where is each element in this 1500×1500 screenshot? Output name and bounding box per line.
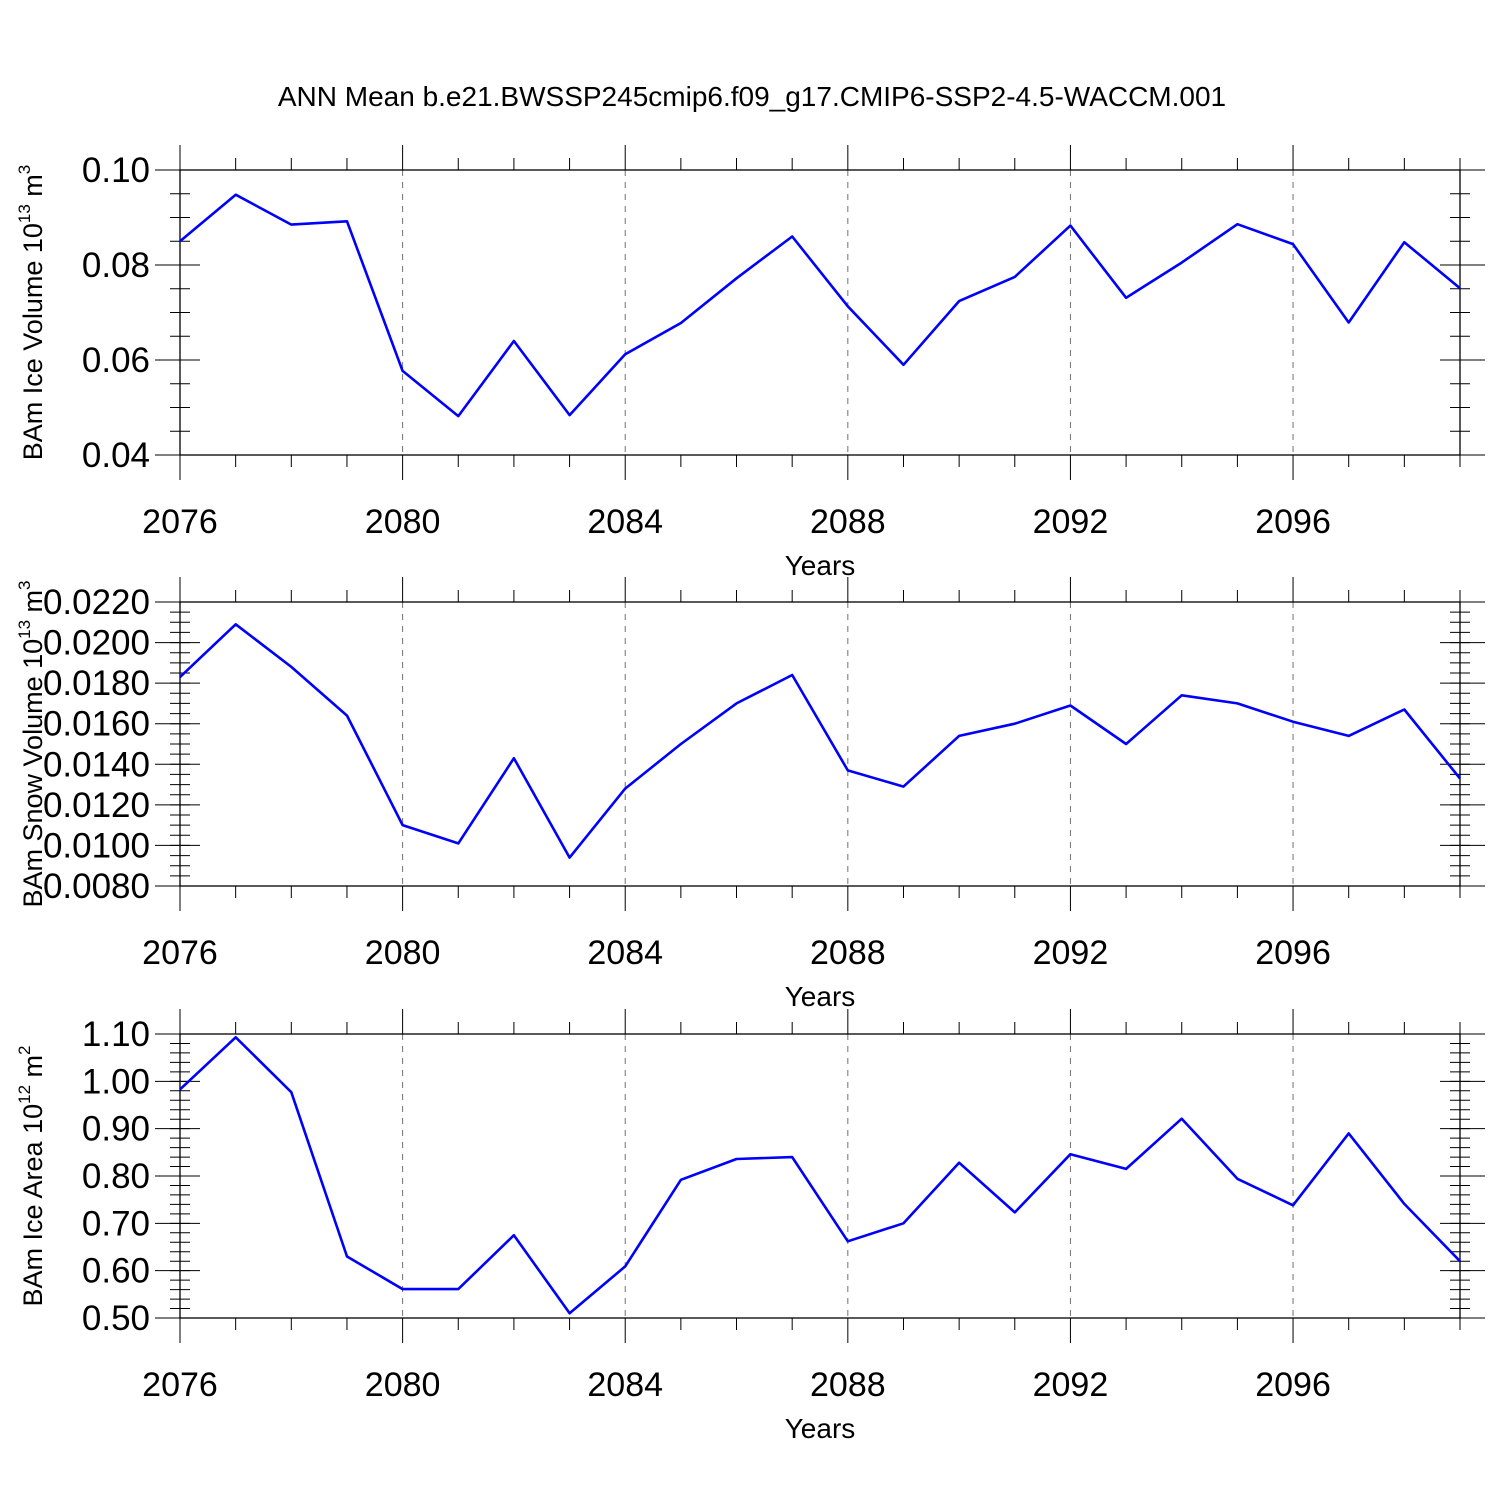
x-tick-label: 2084 bbox=[587, 934, 663, 972]
y-axis-label-unit-exponent: 3 bbox=[15, 165, 34, 174]
y-axis-label-main: BAm Snow Volume 10 bbox=[18, 639, 48, 908]
y-tick-label: 0.50 bbox=[82, 1299, 150, 1338]
y-tick-label: 0.0140 bbox=[43, 745, 150, 784]
x-tick-label: 2096 bbox=[1255, 1366, 1331, 1404]
y-axis-label-unit-exponent: 3 bbox=[15, 580, 34, 589]
y-axis-label-main: BAm Ice Area 10 bbox=[18, 1104, 48, 1307]
plot-frame bbox=[179, 1033, 1461, 1319]
x-tick-label: 2084 bbox=[587, 503, 663, 541]
x-axis-label: Years bbox=[785, 550, 856, 581]
series-line bbox=[179, 1036, 1461, 1315]
y-axis-label-exponent: 12 bbox=[15, 1085, 34, 1104]
x-tick-label: 2092 bbox=[1033, 1366, 1109, 1404]
x-tick-label: 2084 bbox=[587, 1366, 663, 1404]
x-tick-label: 2080 bbox=[365, 503, 441, 541]
x-tick-label: 2080 bbox=[365, 934, 441, 972]
y-tick-label: 1.10 bbox=[82, 1015, 150, 1054]
x-tick-label: 2096 bbox=[1255, 934, 1331, 972]
panel-3: 2076 2080 2084 2088 2092 2096 Years 0.50 0.60 0.7… bbox=[15, 1009, 1485, 1444]
y-tick-label: 0.0200 bbox=[43, 624, 150, 663]
x-tick-label: 2092 bbox=[1033, 934, 1109, 972]
y-tick-label: 0.60 bbox=[82, 1252, 150, 1291]
y-axis-label-unit: m bbox=[18, 1055, 48, 1085]
y-axis-label-unit: m bbox=[18, 590, 48, 620]
x-tick-label: 2088 bbox=[810, 934, 886, 972]
x-tick-label: 2096 bbox=[1255, 503, 1331, 541]
plot-frame bbox=[179, 601, 1461, 887]
x-tick-label: 2076 bbox=[142, 503, 218, 541]
y-axis-label-unit: m bbox=[18, 174, 48, 204]
y-axis-label-unit-exponent: 2 bbox=[15, 1046, 34, 1055]
y-tick-label: 0.0080 bbox=[43, 867, 150, 906]
y-tick-label: 0.0100 bbox=[43, 826, 150, 865]
y-tick-label: 0.06 bbox=[82, 341, 150, 380]
x-tick-label: 2088 bbox=[810, 503, 886, 541]
y-tick-label: 0.70 bbox=[82, 1204, 150, 1243]
panel-2: 2076 2080 2084 2088 2092 2096 Years 0.00800.010… bbox=[15, 577, 1485, 1012]
x-tick-label: 2076 bbox=[142, 1366, 218, 1404]
y-tick-label: 0.08 bbox=[82, 246, 150, 285]
y-tick-label: 0.0160 bbox=[43, 705, 150, 744]
y-tick-label: 0.10 bbox=[82, 151, 150, 190]
y-axis-label: BAm Ice Volume 1013 m3 bbox=[15, 165, 48, 461]
series-line bbox=[179, 622, 1462, 859]
series-line bbox=[179, 193, 1461, 418]
y-tick-label: 0.0220 bbox=[43, 583, 150, 622]
y-axis-label: BAm Snow Volume 1013 m3 bbox=[15, 580, 48, 907]
y-axis-label-exponent: 13 bbox=[15, 620, 34, 639]
y-tick-label: 0.0180 bbox=[43, 664, 150, 703]
x-axis-label: Years bbox=[785, 981, 856, 1012]
y-axis-label: BAm Ice Area 1012 m2 bbox=[15, 1046, 48, 1307]
y-tick-label: 0.80 bbox=[82, 1157, 150, 1196]
x-tick-label: 2076 bbox=[142, 934, 218, 972]
x-tick-label: 2080 bbox=[365, 1366, 441, 1404]
plot-frame bbox=[179, 169, 1461, 456]
x-axis-label: Years bbox=[785, 1413, 856, 1444]
y-axis-label-exponent: 13 bbox=[15, 204, 34, 223]
y-tick-label: 1.00 bbox=[82, 1062, 150, 1101]
x-tick-label: 2088 bbox=[810, 1366, 886, 1404]
y-tick-label: 0.04 bbox=[82, 436, 150, 475]
x-tick-label: 2092 bbox=[1033, 503, 1109, 541]
y-axis-label-main: BAm Ice Volume 10 bbox=[18, 223, 48, 460]
y-tick-label: 0.90 bbox=[82, 1110, 150, 1149]
y-tick-label: 0.0120 bbox=[43, 786, 150, 825]
panel-1: 2076 2080 2084 2088 2092 2096 Years 0.04 0.06 0.0… bbox=[15, 145, 1485, 581]
chart-title: ANN Mean b.e21.BWSSP245cmip6.f09_g17.CMI… bbox=[278, 81, 1226, 112]
